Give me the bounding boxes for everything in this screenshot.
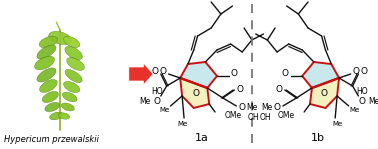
Text: Me: Me (246, 104, 257, 112)
Text: O: O (159, 67, 166, 76)
Text: O: O (276, 84, 282, 94)
Text: HO: HO (356, 87, 368, 97)
Text: O: O (320, 90, 327, 98)
Polygon shape (180, 62, 217, 88)
Ellipse shape (35, 56, 54, 70)
Polygon shape (180, 78, 209, 108)
Ellipse shape (49, 31, 71, 45)
Ellipse shape (67, 58, 84, 70)
Ellipse shape (39, 36, 58, 48)
Text: OMe: OMe (225, 111, 242, 121)
Text: Me: Me (349, 107, 360, 113)
Text: Me: Me (177, 121, 187, 127)
Ellipse shape (37, 68, 56, 82)
Ellipse shape (62, 92, 77, 102)
Ellipse shape (64, 36, 80, 48)
Text: Me: Me (140, 97, 151, 107)
Text: Me: Me (160, 107, 170, 113)
Text: OH: OH (260, 114, 271, 122)
Text: O: O (153, 97, 160, 107)
Ellipse shape (37, 45, 56, 59)
Bar (0, 0, 126, 149)
Text: Me: Me (262, 104, 273, 112)
Text: 1b: 1b (311, 133, 325, 143)
Text: O: O (231, 69, 238, 79)
Text: O: O (361, 67, 368, 76)
Text: OMe: OMe (277, 111, 294, 121)
Text: OH: OH (248, 114, 260, 122)
Text: O: O (359, 97, 366, 107)
Ellipse shape (65, 69, 82, 83)
Ellipse shape (42, 91, 59, 103)
Ellipse shape (40, 80, 57, 92)
Text: O: O (237, 84, 244, 94)
Text: O: O (239, 104, 246, 112)
Text: Me: Me (332, 121, 342, 127)
Ellipse shape (58, 113, 70, 119)
Text: O: O (281, 69, 288, 79)
Ellipse shape (50, 112, 63, 120)
Polygon shape (310, 78, 339, 108)
Ellipse shape (64, 81, 80, 93)
Polygon shape (302, 62, 339, 88)
Text: O: O (192, 90, 199, 98)
Text: HO: HO (151, 87, 163, 97)
Text: O: O (152, 67, 158, 76)
Text: O: O (274, 104, 280, 112)
Text: Me: Me (368, 97, 378, 107)
Text: Hypericum przewalskii: Hypericum przewalskii (4, 135, 99, 144)
Ellipse shape (65, 46, 82, 60)
Ellipse shape (45, 102, 60, 112)
Text: 1a: 1a (195, 133, 208, 143)
Ellipse shape (61, 103, 74, 111)
FancyArrow shape (129, 63, 153, 85)
Text: O: O (353, 67, 360, 76)
